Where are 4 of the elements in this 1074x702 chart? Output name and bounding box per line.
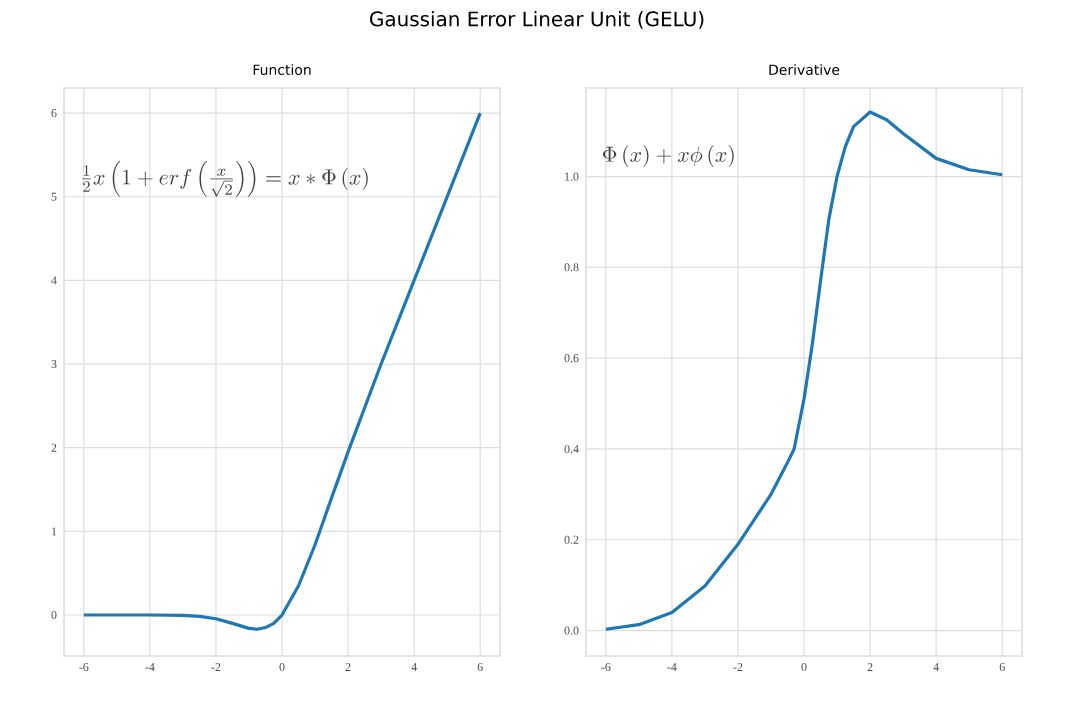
chart-title: Gaussian Error Linear Unit (GELU)	[370, 11, 704, 29]
annotation: $\Phi\left(x\right)+x\phi\left(x\right)$	[603, 145, 734, 168]
line-series	[604, 110, 1004, 631]
annotation: $\frac{1}{2}x\left(1+erf\left(\frac{x}{\sqrt{2}}\right)\right)=x*\Phi\left(x\right)$	[82, 160, 368, 197]
